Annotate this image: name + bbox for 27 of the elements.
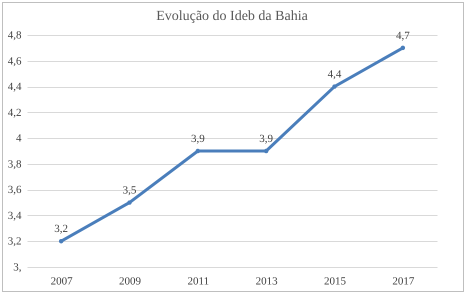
x-tick-label: 2015 bbox=[324, 276, 346, 288]
text: 4,4 bbox=[328, 68, 342, 81]
x-tick-label: 2017 bbox=[392, 276, 415, 288]
y-tick-label: 3,4 bbox=[8, 210, 22, 222]
x-tick-label: 2011 bbox=[188, 276, 210, 288]
point bbox=[127, 200, 132, 205]
y-tick-label: 3,8 bbox=[8, 158, 22, 170]
text: 4,7 bbox=[396, 30, 410, 42]
x-tick-label: 2007 bbox=[50, 276, 74, 288]
y-tick-label: 4 bbox=[16, 132, 22, 145]
x-tick-label: 2013 bbox=[256, 276, 278, 288]
point bbox=[400, 46, 406, 50]
point bbox=[332, 84, 337, 89]
y-tick-label: 4,8 bbox=[8, 30, 22, 42]
y-tick-label: 3, bbox=[13, 262, 22, 274]
y-tick-label: 3,6 bbox=[8, 184, 22, 196]
y-tick-label: 4,2 bbox=[8, 106, 22, 119]
y-tick-label: 3,2 bbox=[8, 236, 22, 248]
y-tick-label: 4,6 bbox=[8, 55, 22, 68]
x-tick-label: 2009 bbox=[119, 276, 142, 288]
text: 3,5 bbox=[122, 184, 136, 197]
point bbox=[58, 238, 64, 244]
text: 3,9 bbox=[190, 133, 205, 145]
y-tick-label: 4,4 bbox=[8, 81, 22, 94]
text: 3,9 bbox=[259, 133, 274, 145]
chart-title: Evolução do Ideb da Bahia bbox=[156, 9, 309, 24]
text: 3,2 bbox=[54, 223, 68, 236]
